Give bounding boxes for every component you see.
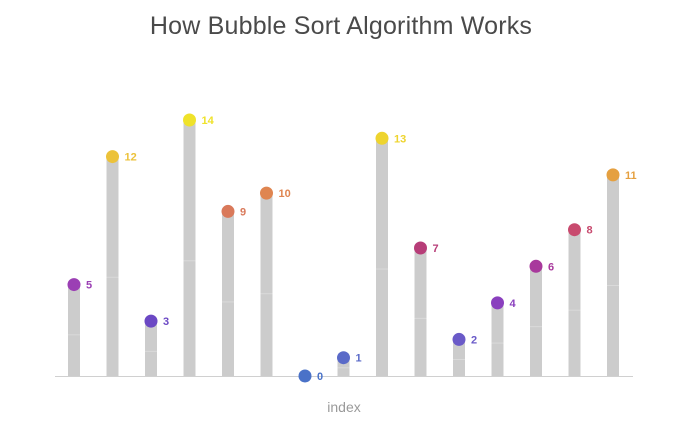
- data-label-6: 0: [317, 371, 323, 383]
- point-2[interactable]: [144, 314, 158, 328]
- point-9[interactable]: [414, 241, 427, 255]
- bar-11: [491, 302, 504, 376]
- point-1[interactable]: [106, 150, 119, 164]
- data-label-9: 7: [433, 243, 439, 255]
- point-12[interactable]: [529, 259, 543, 273]
- data-label-14: 11: [625, 170, 637, 182]
- bar-14: [607, 174, 619, 376]
- point-13[interactable]: [568, 223, 581, 237]
- point-11[interactable]: [491, 296, 504, 310]
- point-0[interactable]: [67, 278, 81, 292]
- point-5[interactable]: [260, 186, 273, 200]
- point-4[interactable]: [221, 204, 235, 218]
- point-10[interactable]: [452, 332, 466, 346]
- x-axis-title: index: [327, 399, 360, 415]
- data-label-2: 3: [163, 316, 169, 328]
- data-label-13: 8: [587, 225, 593, 237]
- data-label-3: 14: [202, 115, 215, 127]
- data-label-7: 1: [356, 353, 362, 365]
- point-6[interactable]: [298, 369, 312, 383]
- chart-title: How Bubble Sort Algorithm Works: [149, 12, 533, 40]
- data-label-5: 10: [279, 188, 291, 200]
- bar-13: [568, 229, 581, 376]
- data-label-10: 2: [471, 334, 477, 346]
- point-3[interactable]: [183, 113, 196, 127]
- data-label-12: 6: [548, 261, 554, 273]
- bar-10: [453, 339, 465, 376]
- bar-1: [106, 156, 119, 376]
- data-label-8: 13: [394, 133, 406, 145]
- point-14[interactable]: [606, 168, 620, 182]
- bar-9: [414, 248, 427, 376]
- point-7[interactable]: [337, 351, 350, 365]
- bar-2: [145, 321, 157, 376]
- bar-5: [260, 193, 273, 376]
- data-label-4: 9: [240, 206, 246, 218]
- data-label-11: 4: [510, 298, 517, 310]
- bar-3: [183, 120, 196, 376]
- point-8[interactable]: [375, 131, 389, 145]
- bar-0: [68, 284, 80, 376]
- bar-12: [530, 266, 542, 376]
- data-label-0: 5: [86, 280, 92, 292]
- bar-4: [222, 211, 234, 376]
- data-label-1: 12: [125, 152, 137, 164]
- bar-8: [376, 138, 388, 376]
